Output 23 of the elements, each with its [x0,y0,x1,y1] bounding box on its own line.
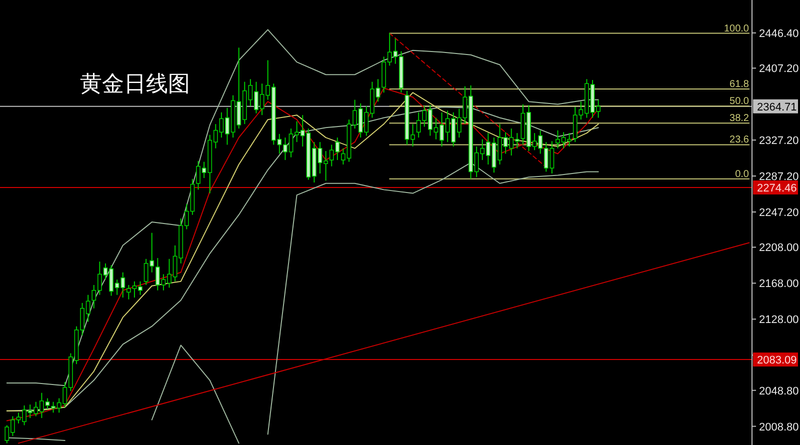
y-tick-label: 2407.20 [759,63,799,76]
y-tick-label: 2208.00 [759,242,799,254]
annotation: 0.0 [735,168,750,180]
annotation: 50.0 [730,96,750,108]
annotation: 38.2 [730,113,750,124]
y-tick-label: 2128.00 [759,314,799,326]
line-series [267,162,599,435]
y-tick-label: 2446.40 [759,28,799,40]
y-tick-label: 2008.80 [759,421,799,434]
annotation: 100.0 [724,23,750,34]
y-tick-label: 2327.20 [759,135,799,148]
ref-line-label: 2083.09 [757,354,797,367]
y-tick-label: 2287.20 [759,171,799,184]
annotation: 61.8 [730,79,750,90]
annotation: 23.6 [730,134,750,146]
y-tick-label: 2048.80 [759,385,799,398]
ref-line-label: 2274.46 [757,182,797,194]
ref-line-label: 2364.71 [757,101,797,114]
text: 黄金日线图 [80,72,190,97]
line-series [6,29,599,386]
y-tick-label: 2247.20 [759,206,799,219]
line-series [151,344,240,444]
y-tick-label: 2168.00 [759,278,799,290]
